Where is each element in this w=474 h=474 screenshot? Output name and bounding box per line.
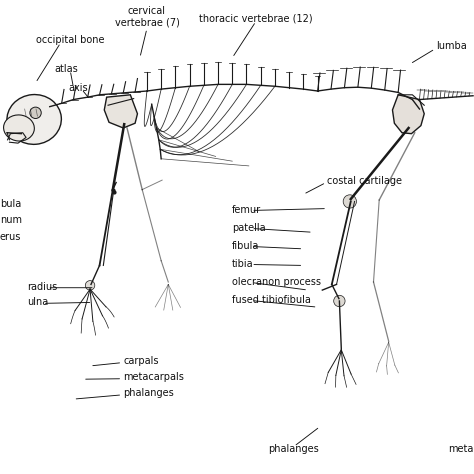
Text: atlas: atlas bbox=[55, 64, 78, 74]
Text: phalanges: phalanges bbox=[123, 388, 174, 399]
Text: olecranon process: olecranon process bbox=[232, 276, 321, 287]
Text: thoracic vertebrae (12): thoracic vertebrae (12) bbox=[199, 14, 313, 24]
Text: carpals: carpals bbox=[123, 356, 159, 366]
Circle shape bbox=[343, 195, 356, 208]
Text: cervical
vertebrae (7): cervical vertebrae (7) bbox=[115, 6, 179, 27]
Ellipse shape bbox=[7, 94, 61, 145]
Text: phalanges: phalanges bbox=[268, 444, 319, 455]
Text: erus: erus bbox=[0, 232, 21, 242]
Text: axis: axis bbox=[69, 82, 88, 93]
Text: fused tibiofibula: fused tibiofibula bbox=[232, 294, 311, 305]
Text: fibula: fibula bbox=[232, 240, 260, 251]
Text: tibia: tibia bbox=[232, 258, 254, 269]
Text: meta: meta bbox=[448, 444, 474, 455]
Text: costal cartilage: costal cartilage bbox=[327, 176, 402, 186]
Polygon shape bbox=[392, 95, 424, 134]
Text: patella: patella bbox=[232, 222, 266, 233]
Text: femur: femur bbox=[232, 204, 261, 215]
Circle shape bbox=[334, 295, 345, 307]
Text: occipital bone: occipital bone bbox=[36, 35, 104, 46]
Circle shape bbox=[85, 281, 95, 290]
Ellipse shape bbox=[4, 115, 34, 141]
Polygon shape bbox=[104, 95, 137, 128]
Text: lumba: lumba bbox=[436, 41, 467, 52]
Text: bula: bula bbox=[0, 199, 21, 209]
Text: metacarpals: metacarpals bbox=[123, 372, 184, 383]
Text: ulna: ulna bbox=[27, 297, 49, 308]
Text: num: num bbox=[0, 215, 22, 226]
Circle shape bbox=[30, 107, 41, 118]
Text: radius: radius bbox=[27, 282, 58, 292]
